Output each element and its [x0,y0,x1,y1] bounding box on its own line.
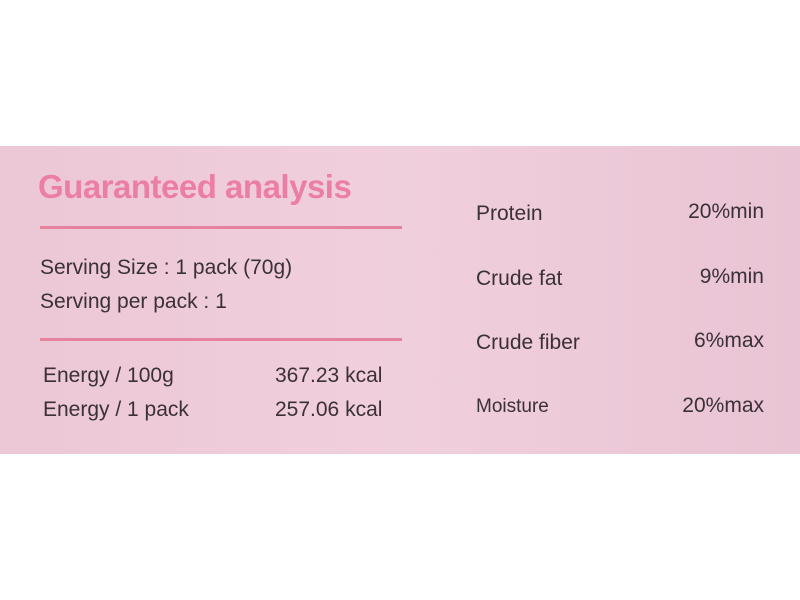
nutrient-name: Crude fat [476,267,563,290]
nutrient-value: 20%max [682,394,764,417]
serving-size: Serving Size : 1 pack (70g) [40,256,293,279]
nutrient-value: 20%min [688,200,764,223]
serving-per-pack: Serving per pack : 1 [40,290,227,313]
nutrient-name: Protein [476,202,543,225]
energy-label: Energy / 100g [43,364,174,387]
nutrient-value: 9%min [699,265,764,288]
nutrient-value: 6%max [693,329,764,352]
label: Guaranteed analysis Serving Size : 1 pac… [0,146,800,454]
energy-value: 367.23 kcal [275,364,383,387]
energy-label: Energy / 1 pack [43,398,189,421]
nutrient-name: Crude fiber [476,331,580,354]
nutrient-name: Moisture [476,396,549,417]
energy-value: 257.06 kcal [275,398,383,421]
divider [40,226,402,229]
divider [40,338,402,341]
title: Guaranteed analysis [38,168,352,205]
